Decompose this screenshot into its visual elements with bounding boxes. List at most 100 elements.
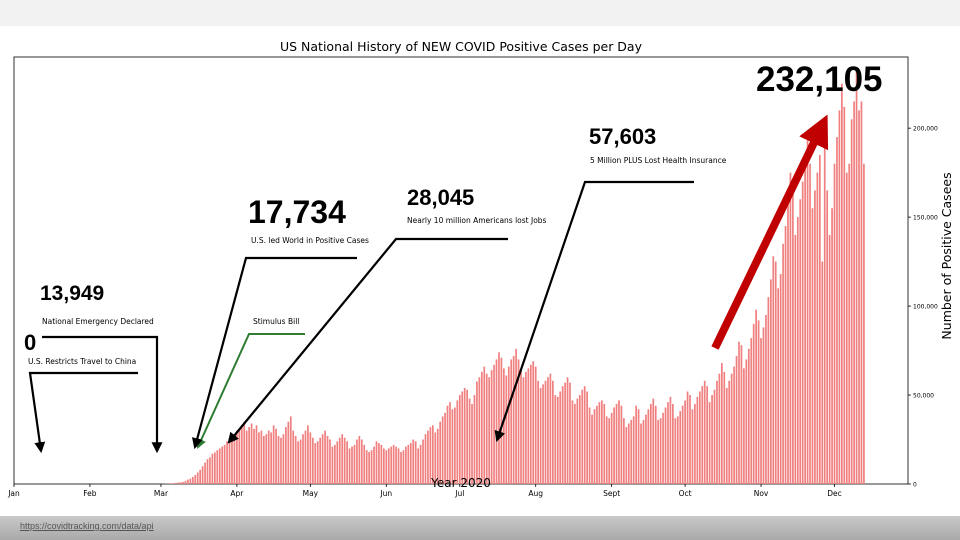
bar [784,226,787,485]
bar [605,416,608,484]
bar [627,423,630,484]
bar [598,402,601,484]
bar [831,208,833,484]
bar [216,450,219,484]
bar [174,482,177,484]
bar [583,386,586,484]
bar [689,395,691,484]
bar [809,163,811,484]
bar [441,416,444,484]
annotation-health-insurance-caption: 5 Million PLUS Lost Health Insurance [590,156,727,165]
bar [380,444,383,484]
bar [818,154,821,484]
bar [179,482,182,484]
bar [373,446,375,484]
bar [458,395,461,484]
annotation-travel-china-line [28,371,138,454]
bar [201,466,204,484]
bar [329,439,331,484]
bar [564,382,566,484]
x-tick-label: Jul [454,489,464,498]
bar [392,444,395,484]
bar [559,391,562,484]
bar [691,409,694,484]
bar [703,380,706,484]
bar [762,327,765,484]
bar [613,407,615,484]
bar [405,446,407,484]
bar [424,434,427,484]
source-link[interactable]: https://covidtracking.com/data/api [20,521,154,531]
bar [299,439,302,484]
bar [515,348,517,484]
bar [728,380,731,484]
annotation-led-world-caption: U.S. led World in Positive Cases [251,236,369,245]
bar [659,418,662,484]
bar [253,428,255,484]
bar [733,366,735,484]
bar [194,475,197,484]
bar [593,409,596,484]
bar [282,434,285,484]
x-tick-label: Dec [827,489,842,498]
bar [431,425,434,484]
bar [610,412,613,484]
bar [334,444,336,484]
bar [326,435,329,484]
bar [478,377,481,484]
bar [285,427,287,484]
bar [642,419,645,484]
annotation-travel-china-caption: U.S. Restricts Travel to China [28,357,137,366]
bar [662,412,664,484]
bar [375,441,378,484]
bar [331,446,334,484]
bar [645,414,647,484]
bar [324,430,326,484]
bar [358,435,361,484]
bar [615,403,618,484]
bar [586,391,588,484]
bar [356,439,358,484]
bar [811,208,814,484]
bar [708,402,711,484]
bar [191,476,194,484]
bar [461,391,464,484]
bar [566,377,569,484]
bar [495,359,498,484]
bar [569,382,571,484]
bar [370,450,373,484]
bar [319,437,322,484]
bar [765,314,767,484]
bar [429,427,432,484]
bar [422,439,424,484]
bar [512,355,515,484]
bar [289,416,292,484]
bar [309,432,312,484]
bar [498,352,500,484]
bar [747,348,750,484]
y-tick-label: 150,000 [913,215,938,222]
annotation-emergency-caption: National Emergency Declared [42,317,154,326]
bar [698,391,701,484]
bar [554,395,557,484]
bar [436,428,439,484]
bar [833,163,836,484]
bar [779,274,782,484]
bar [826,190,829,484]
bar [527,368,530,484]
bar [821,261,824,484]
bar [796,217,799,484]
bar [855,71,858,485]
bar [713,389,716,484]
bar [262,435,265,484]
bar [449,402,451,484]
annotation-health-insurance-line [494,180,694,443]
slide-canvas: US National History of NEW COVID Positiv… [0,26,960,516]
annotation-peak-value: 232,105 [756,60,883,99]
bar [669,396,672,484]
bar [248,427,250,484]
bar [382,448,385,484]
bar [316,441,319,484]
bar [336,441,339,484]
bar [351,446,353,484]
